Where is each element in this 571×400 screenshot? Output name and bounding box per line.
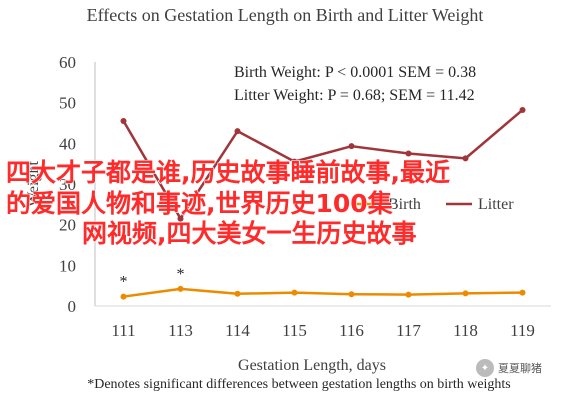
data-point-birth [405,291,412,298]
watermark-badge: ✦ 夏夏聊猪 [476,356,566,380]
wechat-icon: ✦ [476,359,494,377]
data-point-litter [519,106,526,113]
x-tick-label: 118 [453,321,478,340]
data-point-birth [120,293,127,300]
data-point-litter [177,215,184,222]
series-layer [120,106,526,300]
x-tick-label: 116 [339,321,364,340]
legend-label-birth: Birth [388,196,421,213]
data-point-birth [234,290,241,297]
birth-weight-stats: Birth Weight: P < 0.0001 SEM = 0.38 [234,64,476,81]
data-point-litter [462,155,469,162]
x-tick-label: 111 [111,321,135,340]
data-point-birth [519,289,526,296]
overlay-line-3: 网视频,四大美女一生历史故事 [82,219,417,248]
data-point-birth [348,291,355,298]
footnote: *Denotes significant differences between… [87,377,511,392]
series-line-litter [122,109,524,220]
y-tick-label: 0 [68,297,77,316]
series-line-birth [123,287,523,298]
significance-marker: * [120,274,128,291]
y-axis-label: Weight [25,161,42,207]
significance-markers: * * [120,266,185,291]
y-tick-label: 10 [59,256,76,275]
y-tick-label: 30 [59,175,76,194]
x-tick-label: 114 [225,321,250,340]
data-point-litter [405,150,412,157]
overlay-text: 四大才子都是谁,历史故事睡前故事,最近 的爱国人物和事迹,世界历史100集 网视… [5,157,450,248]
overlay-line-1: 四大才子都是谁,历史故事睡前故事,最近 [6,158,450,187]
x-tick-labels: 111 113 114 115 116 117 118 119 [111,321,535,340]
data-point-litter [120,117,127,124]
y-tick-label: 50 [59,94,76,113]
overlay-line-2: 的爱国人物和事迹,世界历史100集 [6,189,394,218]
y-tick-label: 20 [59,216,76,235]
data-point-birth [291,289,298,296]
data-point-litter [234,128,241,135]
data-point-litter [348,143,355,150]
x-axis-label: Gestation Length, days [238,357,386,374]
x-tick-label: 113 [168,321,193,340]
x-tick-label: 115 [282,321,307,340]
chart-title: Effects on Gestation Length on Birth and… [87,5,484,25]
y-tick-label: 40 [59,134,76,153]
y-tick-label: 60 [59,53,76,72]
watermark-label: 夏夏聊猪 [498,362,542,375]
data-point-litter [291,158,298,165]
data-point-birth [462,290,469,297]
data-point-birth [177,285,184,292]
x-tick-label: 117 [396,321,421,340]
legend: Birth Litter [356,196,514,213]
legend-label-litter: Litter [478,196,514,213]
significance-marker: * [177,266,185,283]
x-tick-label: 119 [510,321,535,340]
y-tick-labels: 0 10 20 30 40 50 60 [59,53,76,316]
litter-weight-stats: Litter Weight: P = 0.68; SEM = 11.42 [234,87,475,104]
